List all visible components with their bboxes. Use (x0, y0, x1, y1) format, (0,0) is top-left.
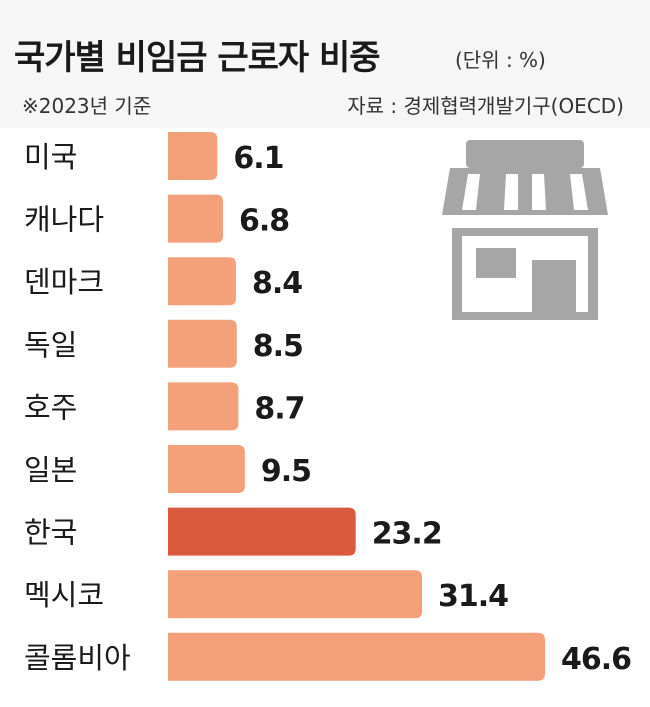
category-label: 미국 (24, 140, 77, 174)
value-label: 8.7 (254, 391, 304, 426)
category-label: 캐나다 (24, 203, 104, 237)
value-label: 8.5 (253, 329, 303, 364)
value-label: 46.6 (561, 642, 631, 677)
bar (168, 632, 545, 681)
category-label: 멕시코 (24, 578, 104, 612)
bar (168, 382, 239, 431)
source-label: 자료 : 경제협력개발기구(OECD) (347, 94, 624, 118)
bar (168, 194, 224, 243)
category-label: 독일 (24, 328, 77, 362)
header-background (0, 0, 650, 128)
category-label: 일본 (24, 453, 77, 487)
store-icon (442, 140, 608, 320)
category-label: 한국 (24, 516, 77, 550)
value-label: 6.1 (233, 141, 283, 176)
bar (168, 570, 423, 619)
value-label: 23.2 (372, 517, 442, 552)
bar-highlight (168, 507, 356, 556)
bar (168, 319, 237, 368)
value-label: 6.8 (239, 204, 289, 239)
category-label: 호주 (24, 390, 77, 424)
bar (168, 132, 218, 180)
unit-label: (단위 : %) (455, 48, 546, 72)
category-label: 덴마크 (24, 265, 104, 299)
note-label: ※2023년 기준 (22, 94, 152, 118)
category-label: 콜롬비아 (24, 641, 131, 675)
bar (168, 445, 245, 493)
chart-title: 국가별 비임금 근로자 비중 (14, 38, 381, 78)
value-label: 8.4 (252, 266, 302, 301)
value-label: 9.5 (261, 454, 311, 489)
value-label: 31.4 (438, 579, 508, 614)
bar (168, 257, 236, 306)
